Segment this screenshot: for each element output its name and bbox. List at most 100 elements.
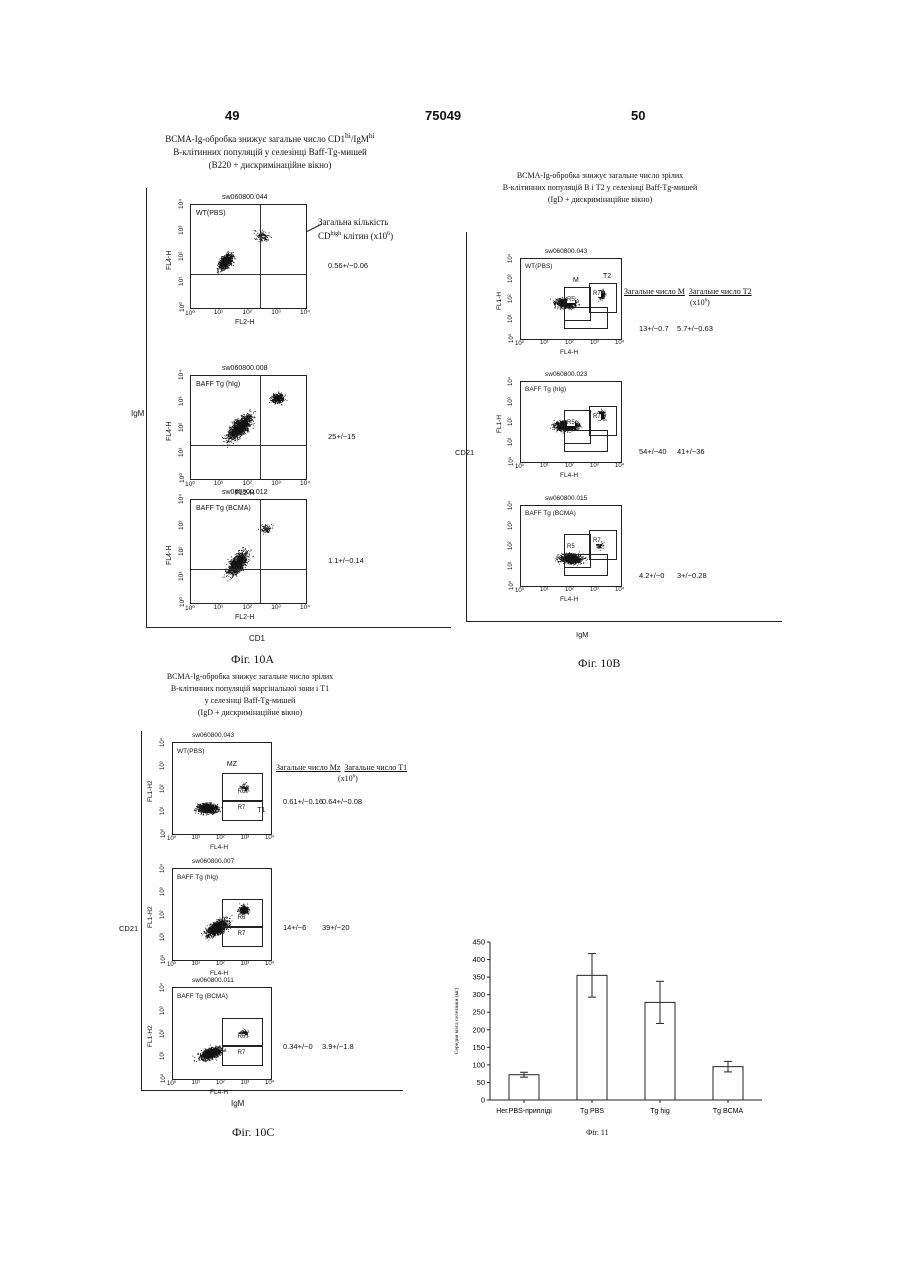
gate-t1-label: T1: [257, 807, 265, 814]
x-tick-label: 10²: [243, 309, 252, 316]
x-tick-label: Tg BCMA: [713, 1108, 744, 1115]
x-tick-label: 10¹: [540, 340, 549, 346]
population-count: 1.1+/−0.14: [328, 556, 364, 565]
y-tick-label: 10³: [508, 274, 514, 283]
population-count-t2: 41+/−36: [677, 447, 705, 456]
flow-plot: R6R7MZT1WT(PBS): [172, 742, 272, 835]
sample-id: sw060800.043: [192, 732, 234, 739]
population-count-mz: 14+/−6: [283, 923, 306, 932]
y-tick-label: 10²: [160, 1029, 166, 1038]
scatter-events: [223, 525, 274, 582]
gate-r: [564, 307, 608, 329]
y-channel-label: FL1-H2: [147, 780, 154, 802]
y-tick-label: 10²: [178, 422, 185, 431]
fig10c-units: (x106): [338, 774, 358, 783]
scatter-dots: [191, 205, 306, 308]
x-tick-label: 10³: [590, 340, 599, 346]
quadrant-divider-vertical: [260, 205, 261, 308]
fig10a-title: BCMA-Ig-обробка знижує загальне число CD…: [135, 129, 405, 172]
x-tick-label: 10²: [243, 604, 252, 611]
flow-plot: R5R7BAFF Tg (hIg): [520, 381, 622, 463]
gate-mz-label: MZ: [227, 761, 237, 768]
sample-id: sw060800.012: [222, 489, 268, 496]
gate-r-label-1: R6: [238, 915, 246, 921]
y-tick-label: 10²: [178, 251, 185, 260]
y-tick-label: 0: [481, 1096, 485, 1105]
quadrant-divider-horizontal: [191, 569, 306, 570]
x-tick-label: 10³: [241, 1080, 250, 1086]
y-tick-label: 10²: [508, 541, 514, 550]
fig10c-y-axis: [141, 731, 142, 1091]
fig10c-x-axis: [141, 1090, 403, 1091]
y-tick-label: 10⁰: [508, 457, 515, 466]
panel-label: BAFF Tg (BCMA): [525, 510, 576, 517]
x-tick-label: 10⁴: [265, 835, 274, 841]
y-tick-label: 10⁰: [508, 334, 515, 343]
y-tick-label: 10¹: [508, 561, 514, 570]
y-channel-label: FL4-H: [166, 421, 173, 440]
page-number-right: 50: [631, 108, 645, 123]
panel-label: BAFF Tg (BCMA): [177, 993, 228, 1000]
gate-r-label-2: R7: [593, 291, 601, 297]
x-tick-label: 10²: [565, 587, 574, 593]
x-channel-label: FL4-H: [560, 596, 578, 603]
flow-plot: R5R7MT2WT(PBS): [520, 258, 622, 340]
gate-r: [564, 554, 608, 576]
gate-r-label-1: R5: [567, 544, 575, 550]
gate-r-label-1: R6: [238, 1034, 246, 1040]
population-count-t2: 3+/−0.28: [677, 571, 707, 580]
fig10c-title: BCMA-Ig-обробка знижує загальне число зр…: [140, 671, 360, 719]
y-tick-label: 10⁴: [178, 370, 185, 380]
y-tick-label: 10²: [160, 784, 166, 793]
panel-label: WT(PBS): [525, 263, 552, 270]
population-count-t1: 3.9+/−1.8: [322, 1042, 354, 1051]
y-channel-label: FL1-H2: [147, 906, 154, 928]
population-count: 0.56+/−0.06: [328, 261, 368, 270]
x-tick-label: 10¹: [192, 961, 201, 967]
y-tick-label: 10²: [508, 417, 514, 426]
fig11-bar-chart: 050100150200250300350400450Нег.PBS-припл…: [440, 932, 780, 1122]
y-tick-label: 250: [472, 1008, 485, 1017]
flow-plot: R5R7BAFF Tg (BCMA): [520, 505, 622, 587]
y-tick-label: 10¹: [160, 933, 166, 942]
x-tick-label: 10⁴: [300, 309, 310, 316]
x-tick-label: 10⁴: [265, 961, 274, 967]
fig10c-column-headers: Загальне число Mz Загальне число Т1: [276, 763, 407, 772]
x-tick-label: 10¹: [540, 587, 549, 593]
fig10b-y-axis: [466, 232, 467, 622]
x-tick-label: 10¹: [540, 463, 549, 469]
y-tick-label: 10²: [178, 546, 185, 555]
x-tick-label: 10¹: [192, 835, 201, 841]
population-count-mz: 0.61+/−0.16: [283, 797, 323, 806]
x-tick-label: 10⁰: [515, 340, 524, 347]
y-channel-label: FL1-H: [496, 292, 503, 310]
fig11-caption: Фіг. 11: [586, 1128, 609, 1137]
fig10b-x-axis-label: IgM: [576, 630, 589, 639]
y-tick-label: 10⁰: [178, 473, 186, 483]
y-tick-label: 10¹: [508, 437, 514, 446]
y-tick-label: 10³: [178, 520, 185, 529]
y-tick-label: 10¹: [160, 807, 166, 816]
y-channel-label: FL4-H: [166, 545, 173, 564]
x-tick-label: 10⁰: [185, 480, 195, 488]
x-tick-label: 10³: [241, 961, 250, 967]
x-tick-label: 10²: [565, 463, 574, 469]
fig10a-y-axis: [146, 188, 147, 628]
x-tick-label: 10²: [216, 961, 225, 967]
page-number-left: 49: [225, 108, 239, 123]
y-tick-label: 200: [472, 1025, 485, 1034]
flow-plot: BAFF Tg (hIg): [190, 375, 307, 480]
x-tick-label: 10¹: [214, 309, 223, 316]
gate-t2-label: T2: [603, 273, 611, 280]
y-tick-label: 10²: [160, 910, 166, 919]
population-count-t2: 5.7+/−0.63: [677, 324, 713, 333]
x-tick-label: 10⁰: [167, 1080, 176, 1087]
x-tick-label: 10¹: [192, 1080, 201, 1086]
x-tick-label: 10⁰: [515, 463, 524, 470]
panel-label: BAFF Tg (hIg): [177, 874, 218, 881]
y-tick-label: 400: [472, 955, 485, 964]
y-channel-label: FL4-H: [166, 250, 173, 269]
y-tick-label: 10⁰: [178, 302, 186, 312]
x-tick-label: 10⁴: [615, 587, 624, 593]
quadrant-divider-vertical: [260, 500, 261, 603]
